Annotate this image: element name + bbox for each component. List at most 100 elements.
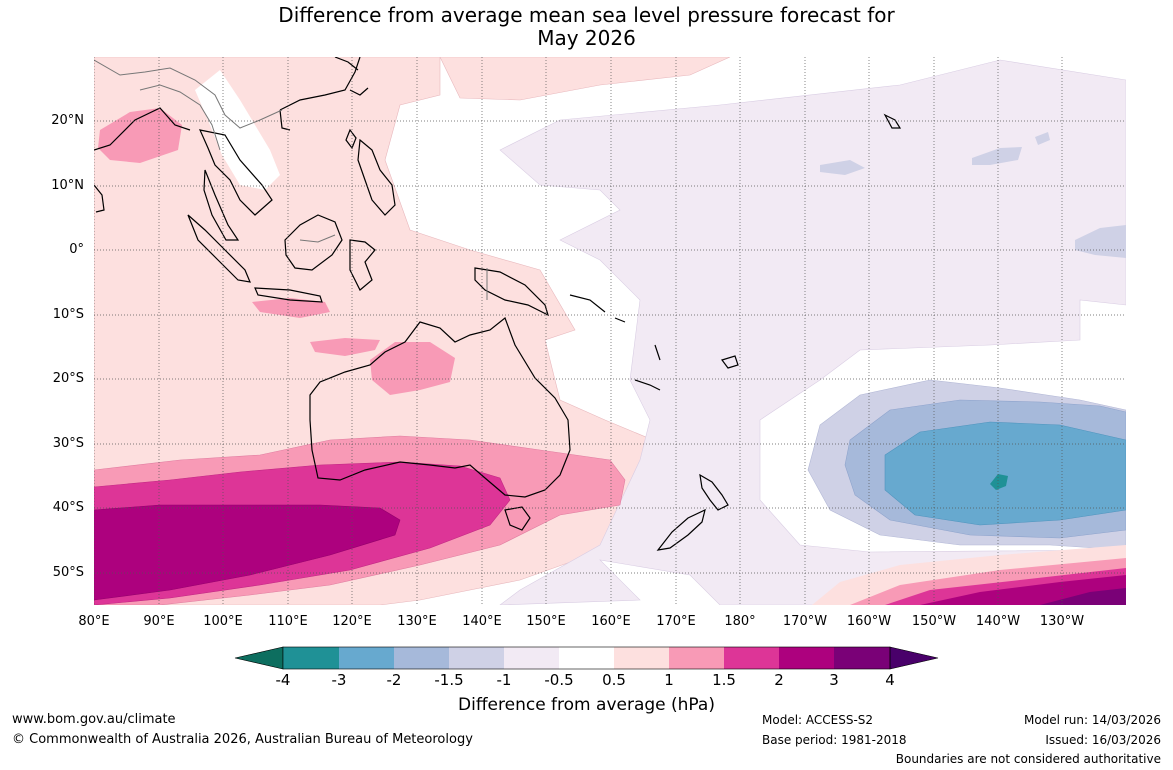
lon-label-130w: 130°W: [1039, 614, 1085, 629]
coast-china: [279, 57, 361, 131]
coast-hawaii: [883, 113, 902, 129]
contour-1-bay-bengal: [98, 108, 182, 163]
colorbar-tick-neg4: -4: [275, 671, 291, 689]
colorbar-bin-3: [394, 647, 449, 669]
coast-borneo: [284, 214, 343, 271]
footer-base-period: Base period: 1981-2018: [762, 733, 907, 747]
colorbar: [234, 646, 939, 670]
colorbar-frame: [282, 646, 891, 670]
lon-label-150e: 150°E: [526, 614, 566, 629]
lat-label-10n: 10°N: [51, 178, 84, 193]
colorbar-bin-7: [614, 647, 669, 669]
lon-label-80e: 80°E: [78, 614, 110, 629]
lat-label-20n: 20°N: [51, 113, 84, 128]
contour-1-nt: [370, 342, 455, 395]
lon-label-140e: 140°E: [462, 614, 502, 629]
colorbar-tick-neg1.5: -1.5: [434, 671, 464, 689]
gridlines: [94, 57, 1126, 605]
boundaries: [94, 59, 488, 300]
colorbar-bin-11: [834, 647, 890, 669]
lon-label-160w: 160°W: [846, 614, 892, 629]
title-line-1: Difference from average mean sea level p…: [278, 3, 895, 27]
contour-neg2: [884, 421, 1126, 526]
footer-model-run: Model run: 14/03/2026: [1023, 713, 1161, 727]
lat-label-20s: 20°S: [52, 371, 84, 386]
contour-2-south: [94, 504, 401, 601]
contour-1-java: [252, 298, 330, 318]
lon-label-150w: 150°W: [911, 614, 957, 629]
lon-label-130e: 130°E: [397, 614, 437, 629]
lon-label-170w: 170°W: [782, 614, 828, 629]
coast-japan: [334, 57, 369, 96]
lon-label-90e: 90°E: [143, 614, 175, 629]
contour-1-wa: [310, 338, 380, 356]
coast-tasmania: [504, 506, 531, 531]
coast-philippines: [357, 138, 396, 216]
lon-label-110e: 110°E: [268, 614, 308, 629]
colorbar-tick-neg1: -1: [496, 671, 512, 689]
footer-model: Model: ACCESS-S2: [762, 713, 874, 727]
lat-label-30s: 30°S: [52, 436, 84, 451]
coast-india: [94, 107, 191, 151]
coast-indochina: [198, 129, 273, 216]
lat-label-40s: 40°S: [52, 500, 84, 515]
colorbar-bin-10: [779, 647, 834, 669]
coast-newzealand-north: [699, 473, 729, 511]
footer-url[interactable]: www.bom.gov.au/climate: [12, 712, 176, 727]
contour-0.5-north: [439, 57, 731, 101]
lon-label-120e: 120°E: [332, 614, 372, 629]
colorbar-tick-neg2: -2: [386, 671, 402, 689]
lon-label-170e: 170°E: [656, 614, 696, 629]
colorbar-arrow-low: [234, 646, 284, 670]
colorbar-arrow-high: [889, 646, 939, 670]
contour-neg1-n2: [972, 147, 1022, 165]
colorbar-tick-4: 4: [885, 671, 895, 689]
colorbar-bin-1: [283, 647, 339, 669]
colorbar-bin-9: [724, 647, 779, 669]
lat-label-50s: 50°S: [52, 565, 84, 580]
contour-neg1-n3: [1035, 132, 1050, 145]
colorbar-bin-5: [504, 647, 559, 669]
map-title: Difference from average mean sea level p…: [0, 4, 1173, 50]
coast-solomons: [569, 294, 626, 323]
colorbar-tick-neg3: -3: [331, 671, 347, 689]
colorbar-bin-4: [449, 647, 504, 669]
coast-vanuatu: [634, 344, 661, 391]
lon-label-160e: 160°E: [591, 614, 631, 629]
map-area: [94, 57, 1126, 605]
coast-sumatra: [187, 214, 251, 283]
coast-fiji: [721, 355, 739, 369]
footer-issued: Issued: 16/03/2026: [1045, 733, 1161, 747]
colorbar-tick-1.5: 1.5: [712, 671, 736, 689]
contour-3-se: [1040, 588, 1126, 605]
lon-label-180: 180°: [724, 614, 756, 629]
coast-png: [474, 267, 549, 317]
border-borneo: [299, 234, 336, 243]
colorbar-tick-0.5: 0.5: [602, 671, 626, 689]
colorbar-bin-2: [339, 647, 394, 669]
border-asia-2: [139, 84, 221, 151]
contour-neg1-n1: [820, 160, 865, 175]
border-asia-1: [94, 59, 283, 129]
coast-malay: [203, 169, 240, 241]
colorbar-tick-2: 2: [774, 671, 784, 689]
footer-copyright: © Commonwealth of Australia 2026, Austra…: [12, 732, 473, 747]
contour-neg3: [990, 474, 1008, 490]
lon-label-140w: 140°W: [975, 614, 1021, 629]
colorbar-tick-neg0.5: -0.5: [544, 671, 574, 689]
colorbar-bin-6: [559, 647, 614, 669]
coast-australia: [309, 317, 571, 498]
footer-disclaimer: Boundaries are not considered authoritat…: [895, 752, 1161, 766]
colorbar-tick-1: 1: [664, 671, 674, 689]
title-line-2: May 2026: [537, 26, 636, 50]
lat-label-10s: 10°S: [52, 307, 84, 322]
colorbar-label: Difference from average (hPa): [458, 695, 715, 715]
coast-newzealand-south: [656, 508, 706, 551]
lat-label-0: 0°: [69, 242, 84, 257]
coastlines: [94, 57, 902, 551]
coast-java: [254, 287, 323, 303]
land-asia: [195, 70, 280, 190]
colorbar-tick-3: 3: [829, 671, 839, 689]
colorbar-bin-8: [669, 647, 724, 669]
